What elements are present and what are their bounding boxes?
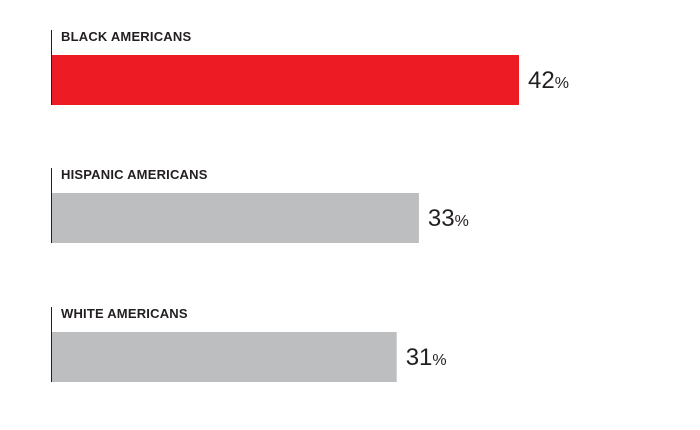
- category-label: WHITE AMERICANS: [61, 306, 188, 321]
- data-label: 33%: [428, 205, 469, 232]
- category-label: HISPANIC AMERICANS: [61, 167, 208, 182]
- bar: [52, 193, 419, 243]
- bar: [52, 55, 519, 105]
- data-label: 31%: [406, 344, 447, 371]
- category-label: BLACK AMERICANS: [61, 29, 191, 44]
- data-label: 42%: [528, 67, 569, 94]
- bar: [52, 332, 397, 382]
